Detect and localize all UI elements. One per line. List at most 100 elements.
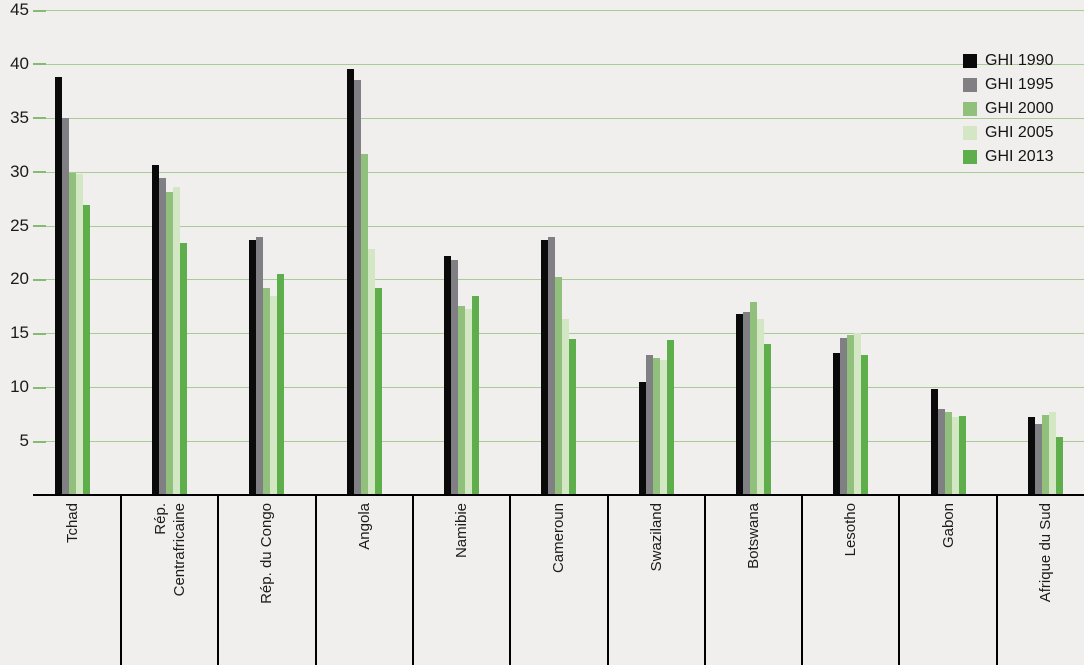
y-tick-25 [33, 225, 46, 228]
bar [742, 311, 750, 495]
bar [256, 237, 264, 495]
x-axis-label: Namibie [453, 503, 471, 559]
y-axis-label: 15 [10, 323, 29, 343]
bar [465, 308, 473, 495]
legend-label: GHI 1995 [985, 76, 1054, 93]
legend-swatch-icon [963, 102, 977, 116]
legend-label: GHI 1990 [985, 52, 1054, 69]
category-separator [411, 495, 414, 665]
y-tick-10 [33, 386, 46, 389]
bar [756, 319, 764, 495]
bar [353, 80, 361, 495]
bar [173, 186, 181, 495]
bar [249, 239, 257, 495]
x-axis-label: Tchad [63, 503, 81, 544]
category-separator [120, 495, 122, 665]
bar [277, 274, 285, 495]
bar [749, 302, 757, 495]
bar [659, 360, 667, 495]
x-axis-label: Gabon [939, 503, 957, 549]
y-tick-35 [33, 117, 46, 120]
gridline-25 [33, 225, 1084, 227]
bar [1048, 412, 1056, 495]
y-tick-30 [33, 171, 46, 174]
legend-label: GHI 2005 [985, 124, 1054, 141]
bar [833, 352, 841, 495]
bar [958, 416, 966, 495]
bar [847, 335, 855, 495]
bar [930, 389, 938, 495]
bar [451, 260, 459, 495]
bar [270, 295, 278, 495]
bar [1027, 417, 1035, 495]
y-tick-20 [33, 278, 46, 281]
y-axis-label: 25 [10, 215, 29, 235]
category-separator [801, 495, 804, 665]
legend-item-ghi-1990: GHI 1990 [963, 49, 1053, 73]
x-axis-line [33, 494, 1084, 496]
legend-swatch-icon [963, 150, 977, 164]
gridline-30 [33, 171, 1084, 173]
bar [861, 354, 869, 495]
y-axis-label: 35 [10, 107, 29, 127]
x-axis-label: Lesotho [842, 503, 860, 557]
y-tick-45 [33, 9, 46, 12]
bar [75, 173, 83, 495]
bar [166, 192, 174, 495]
category-separator [509, 495, 512, 665]
x-axis-label: Afrique du Sud [1036, 503, 1054, 603]
bar [951, 417, 959, 495]
bar [1055, 436, 1063, 495]
y-tick-5 [33, 440, 46, 443]
category-separator [703, 495, 706, 665]
bar [159, 178, 167, 495]
gridline-35 [33, 117, 1084, 119]
y-axis-label: 30 [10, 161, 29, 181]
bar [555, 277, 563, 495]
legend-swatch-icon [963, 126, 977, 140]
category-separator [898, 495, 901, 665]
bar [458, 306, 466, 495]
x-axis-label: Angola [355, 503, 373, 550]
legend-item-ghi-2013: GHI 2013 [963, 145, 1053, 169]
category-separator [606, 495, 609, 665]
bar [61, 117, 69, 495]
y-axis-label: 45 [10, 0, 29, 19]
legend-label: GHI 2000 [985, 100, 1054, 117]
y-axis-label: 20 [10, 269, 29, 289]
bar [82, 205, 90, 495]
bar [374, 288, 382, 495]
chart-legend: GHI 1990 GHI 1995 GHI 2000 GHI 2005 GHI 2013 [963, 49, 1053, 169]
bar [840, 337, 848, 495]
legend-label: GHI 2013 [985, 148, 1054, 165]
bar [763, 344, 771, 495]
bar [367, 249, 375, 495]
bar [152, 165, 160, 495]
bar [54, 76, 62, 495]
bar [854, 333, 862, 495]
bar [346, 69, 354, 495]
gridline-45 [33, 10, 1084, 11]
bar [360, 154, 368, 495]
bar [548, 237, 556, 495]
bar [645, 354, 653, 495]
bar [937, 408, 945, 495]
x-axis-label: Swaziland [647, 503, 665, 572]
bar [180, 242, 188, 495]
bar [1041, 415, 1049, 495]
bar [569, 338, 577, 495]
category-separator [314, 495, 317, 665]
category-separator [217, 495, 220, 665]
bar [541, 239, 549, 495]
bar [263, 288, 271, 495]
category-separator [995, 495, 998, 665]
y-tick-40 [33, 63, 46, 66]
legend-swatch-icon [963, 78, 977, 92]
bar [735, 313, 743, 495]
y-axis-label: 40 [10, 53, 29, 73]
legend-item-ghi-1995: GHI 1995 [963, 73, 1053, 97]
x-axis-label: Rép. du Congo [258, 503, 276, 604]
bar [944, 412, 952, 495]
y-axis-label: 10 [10, 377, 29, 397]
